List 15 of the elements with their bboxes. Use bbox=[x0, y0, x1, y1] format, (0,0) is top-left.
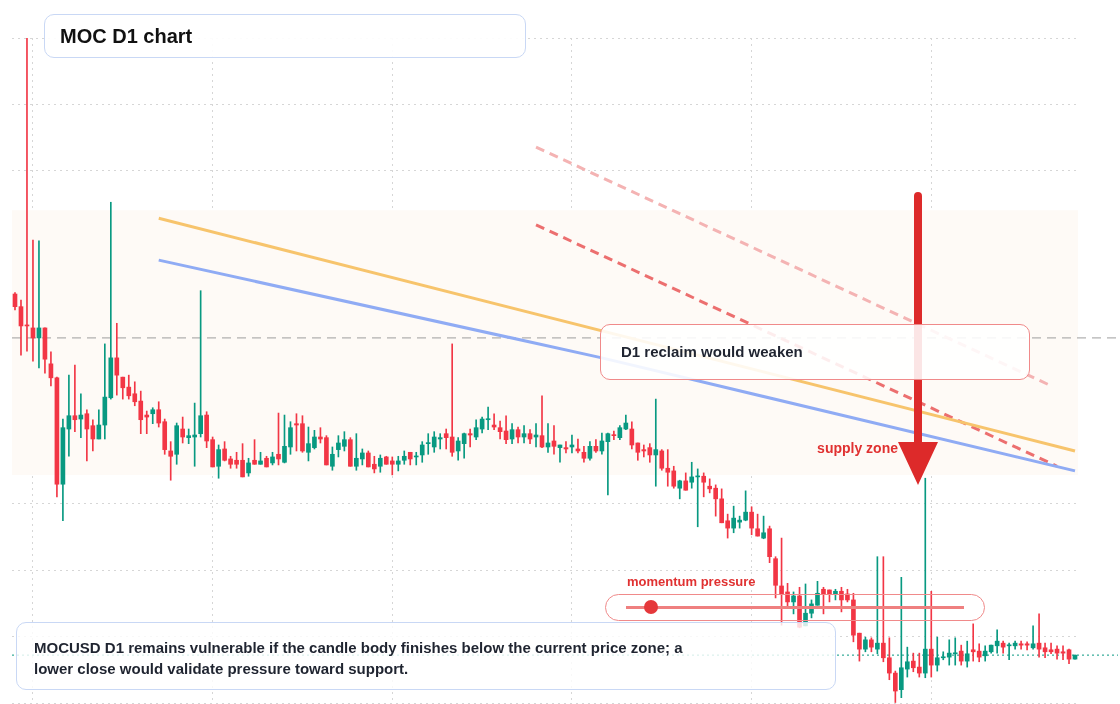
candlestick bbox=[689, 461, 695, 489]
candlestick bbox=[485, 406, 491, 431]
candlestick bbox=[168, 441, 174, 481]
annotation: MOCUSD D1 remains vulnerable if the candle body finishes below the current price zone; a lower close would validate pressure toward support. bbox=[34, 638, 684, 679]
candlestick bbox=[653, 398, 659, 487]
candlestick bbox=[928, 590, 934, 678]
candlestick bbox=[611, 430, 617, 440]
annotation: momentum pressure bbox=[627, 574, 756, 589]
candlestick bbox=[605, 432, 611, 496]
annotation: D1 reclaim would weaken bbox=[621, 342, 803, 362]
chart-title: MOC D1 chart bbox=[60, 24, 193, 49]
candlestick bbox=[72, 364, 78, 433]
candlestick bbox=[114, 322, 120, 396]
candlestick bbox=[1030, 625, 1036, 650]
band-label: supply zone bbox=[817, 439, 899, 456]
